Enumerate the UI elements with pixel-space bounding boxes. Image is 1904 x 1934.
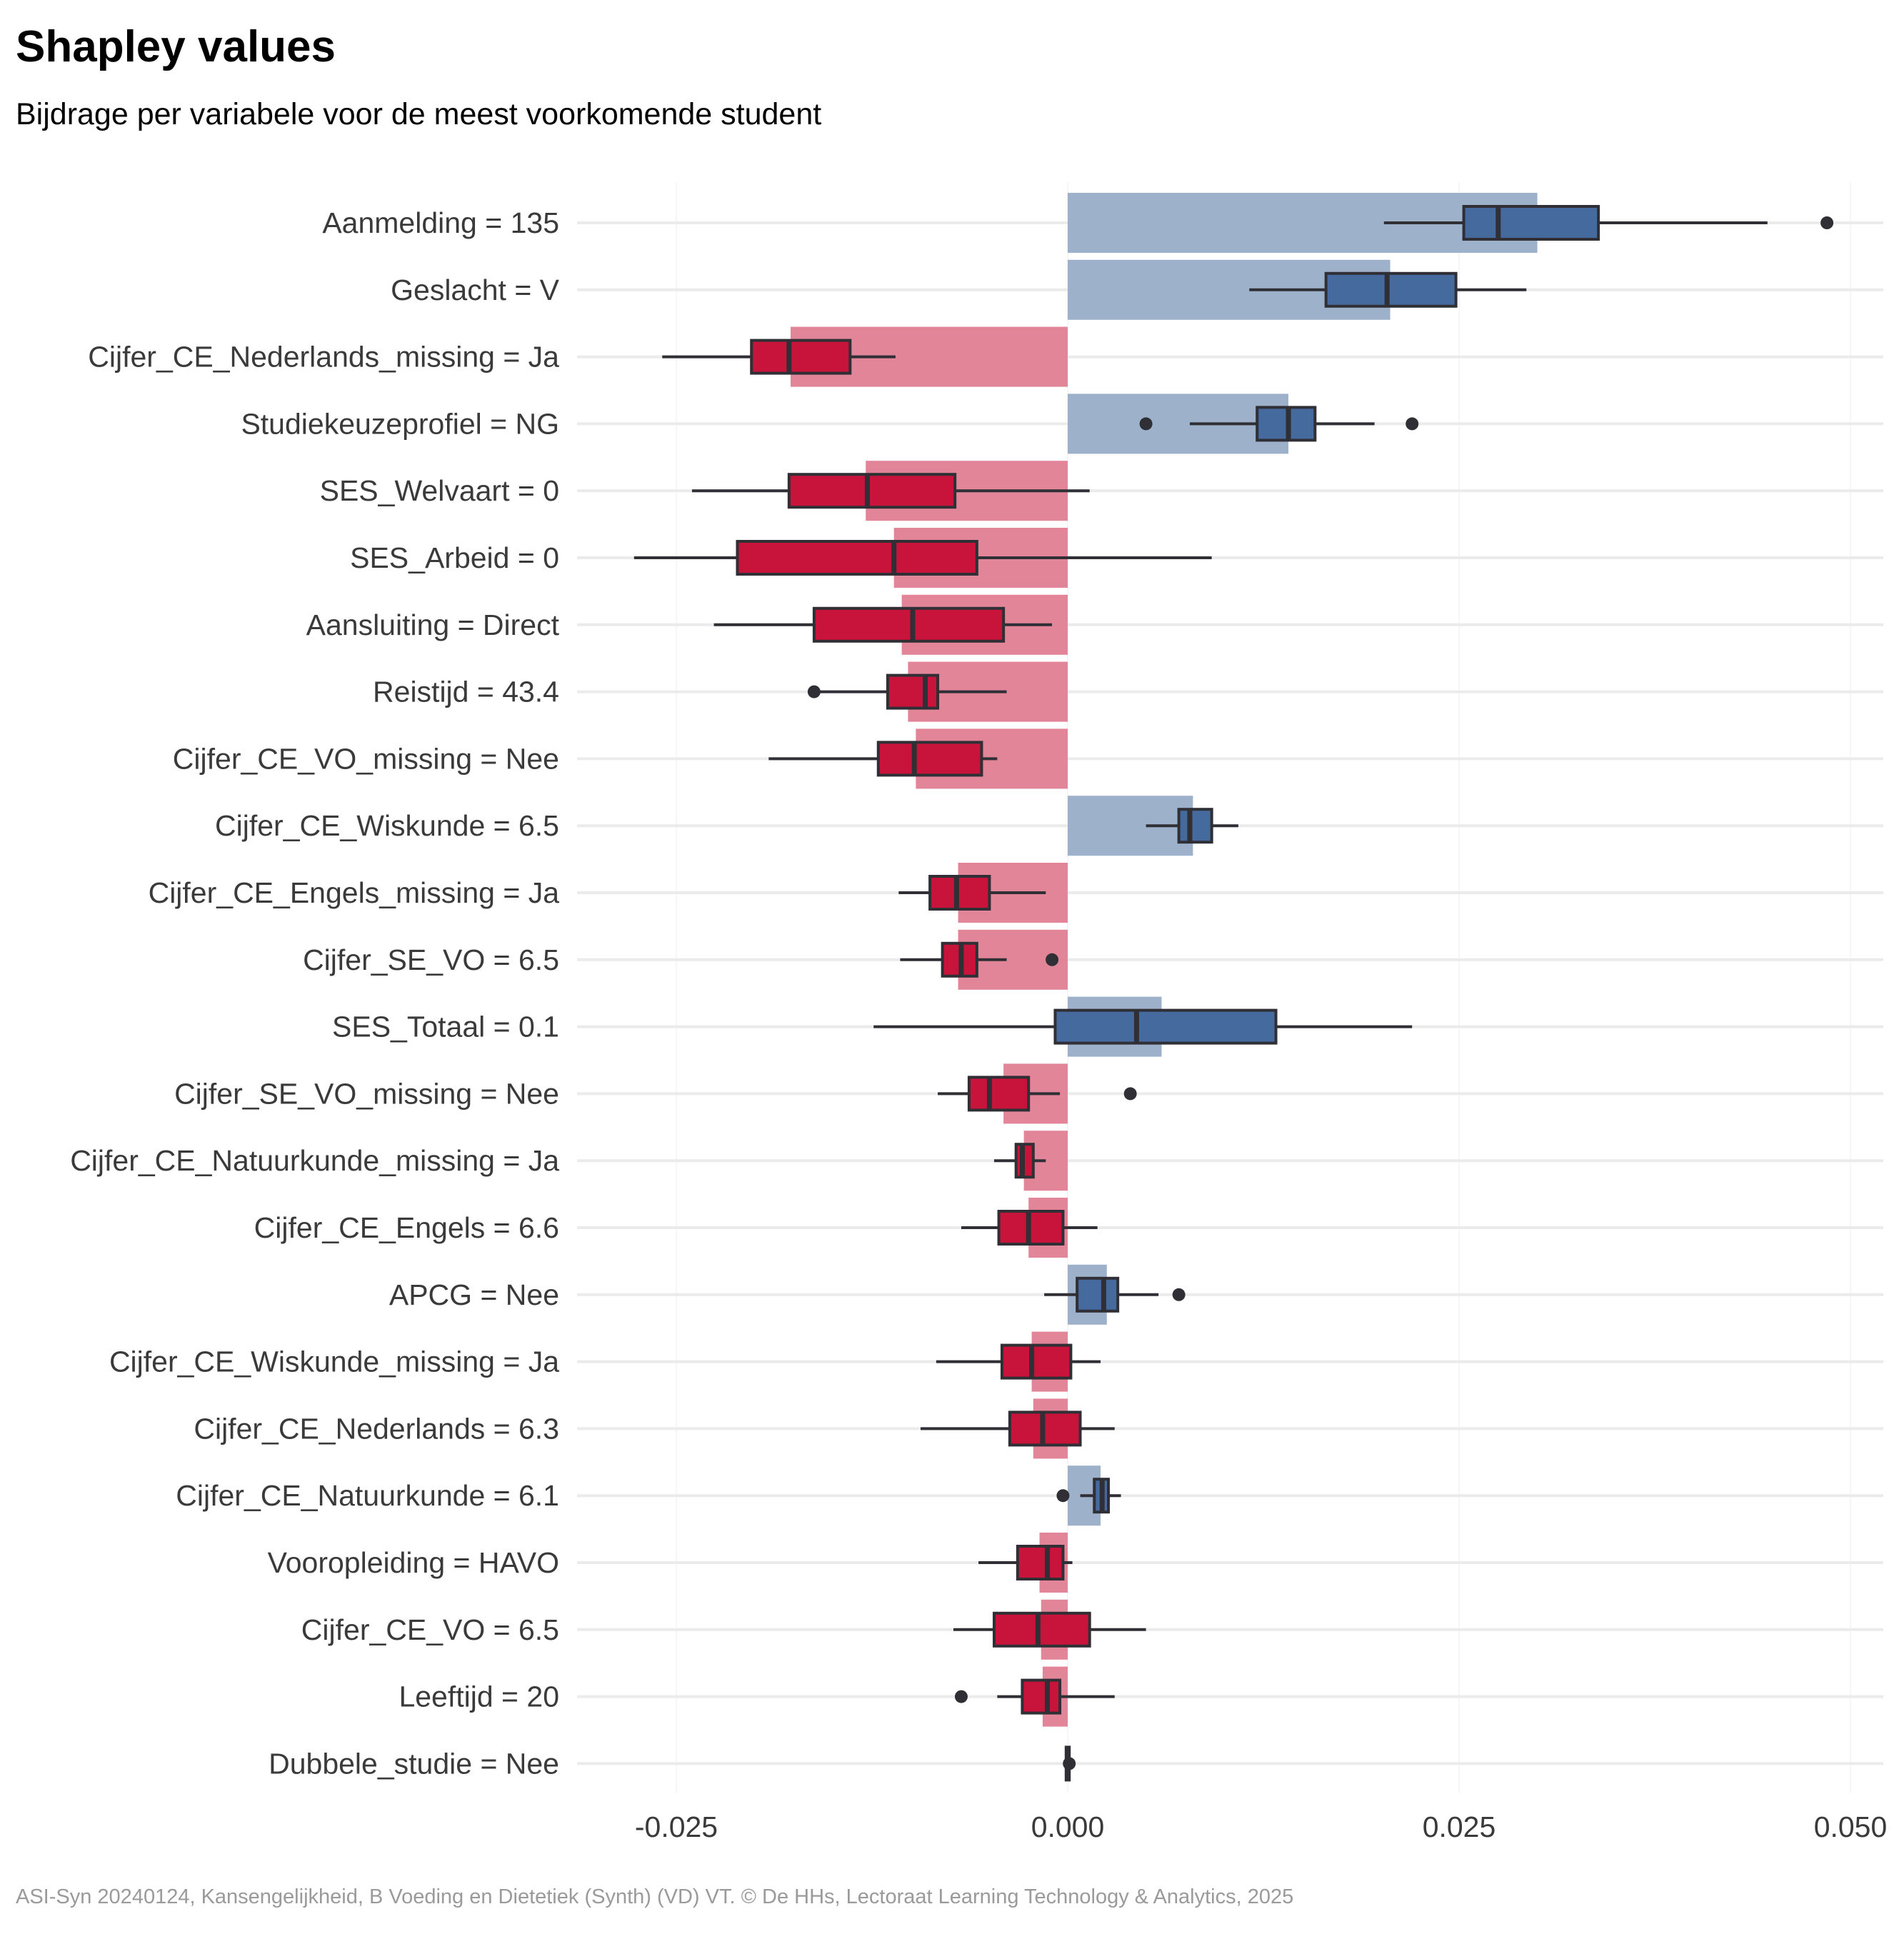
- box-iqr: [750, 339, 852, 375]
- y-tick-label: Reistijd = 43.4: [373, 676, 559, 708]
- y-tick-label: Cijfer_SE_VO = 6.5: [303, 943, 559, 976]
- box-iqr: [992, 1611, 1091, 1648]
- x-axis-labels: -0.025 0.000 0.025 0.050: [635, 1810, 1887, 1843]
- y-tick-label: Geslacht = V: [391, 274, 560, 306]
- y-tick-label: Cijfer_CE_Natuurkunde = 6.1: [176, 1479, 559, 1512]
- y-tick-label: Cijfer_CE_Nederlands_missing = Ja: [88, 341, 559, 374]
- box-iqr: [928, 875, 991, 911]
- y-tick-label: Vooropleiding = HAVO: [268, 1546, 559, 1579]
- x-tick-label: -0.025: [635, 1810, 718, 1843]
- box-outlier: [1123, 1087, 1137, 1101]
- y-axis-labels: Aanmelding = 135 Geslacht = V Cijfer_CE_Ne…: [70, 206, 559, 1780]
- y-tick-label: Cijfer_CE_Wiskunde_missing = Ja: [109, 1346, 559, 1378]
- y-tick-label: SES_Arbeid = 0: [350, 541, 559, 574]
- box-outlier: [1063, 1757, 1076, 1770]
- box-outlier: [1139, 417, 1153, 431]
- chart-title: Shapley values: [16, 22, 336, 71]
- y-tick-label: Cijfer_SE_VO_missing = Nee: [174, 1077, 559, 1110]
- box-outlier: [1172, 1288, 1186, 1301]
- y-tick-label: SES_Welvaart = 0: [320, 474, 559, 507]
- y-tick-label: Aanmelding = 135: [322, 206, 559, 239]
- box-iqr: [1177, 808, 1213, 844]
- box-iqr: [1462, 205, 1600, 241]
- box-iqr: [1324, 271, 1458, 308]
- box-iqr: [876, 741, 983, 777]
- y-tick-label: Dubbele_studie = Nee: [269, 1747, 559, 1780]
- chart-subtitle: Bijdrage per variabele voor de meest voo…: [16, 97, 822, 131]
- box-outlier: [1046, 953, 1059, 966]
- y-tick-label: SES_Totaal = 0.1: [332, 1011, 559, 1043]
- box-iqr: [1076, 1276, 1120, 1313]
- box-outlier: [1056, 1489, 1070, 1503]
- box-iqr: [1021, 1678, 1062, 1715]
- box-iqr: [1016, 1545, 1065, 1580]
- box-outlier: [1820, 216, 1834, 229]
- x-tick-label: 0.000: [1031, 1810, 1105, 1843]
- y-tick-label: Cijfer_CE_Natuurkunde_missing = Ja: [70, 1144, 559, 1177]
- box-iqr: [967, 1076, 1031, 1112]
- box-iqr: [812, 606, 1006, 643]
- y-tick-label: Cijfer_CE_Engels = 6.6: [254, 1211, 559, 1244]
- x-tick-label: 0.025: [1423, 1810, 1496, 1843]
- box-iqr: [886, 673, 940, 710]
- boxplots: [633, 205, 1834, 1782]
- y-tick-label: Cijfer_CE_Nederlands = 6.3: [194, 1412, 559, 1445]
- y-tick-label: Cijfer_CE_Wiskunde = 6.5: [215, 809, 559, 842]
- chart-caption: ASI-Syn 20240124, Kansengelijkheid, B Vo…: [16, 1885, 1294, 1908]
- shapley-chart: Aanmelding = 135 Geslacht = V Cijfer_CE_Ne…: [70, 193, 1888, 1843]
- box-iqr: [1053, 1008, 1278, 1045]
- x-tick-label: 0.050: [1814, 1810, 1888, 1843]
- y-tick-label: Cijfer_CE_VO = 6.5: [301, 1613, 559, 1646]
- box-outlier: [1406, 417, 1419, 431]
- y-tick-label: Cijfer_CE_VO_missing = Nee: [173, 742, 559, 775]
- box-outlier: [807, 685, 821, 698]
- box-iqr: [736, 540, 978, 576]
- y-tick-label: APCG = Nee: [389, 1278, 559, 1311]
- y-tick-label: Aansluiting = Direct: [306, 608, 560, 641]
- y-tick-label: Studiekeuzeprofiel = NG: [241, 407, 559, 440]
- y-tick-label: Leeftijd = 20: [399, 1680, 559, 1713]
- box-iqr: [787, 473, 957, 509]
- box-iqr: [1000, 1343, 1073, 1380]
- y-tick-label: Cijfer_CE_Engels_missing = Ja: [149, 876, 560, 909]
- box-outlier: [954, 1690, 968, 1703]
